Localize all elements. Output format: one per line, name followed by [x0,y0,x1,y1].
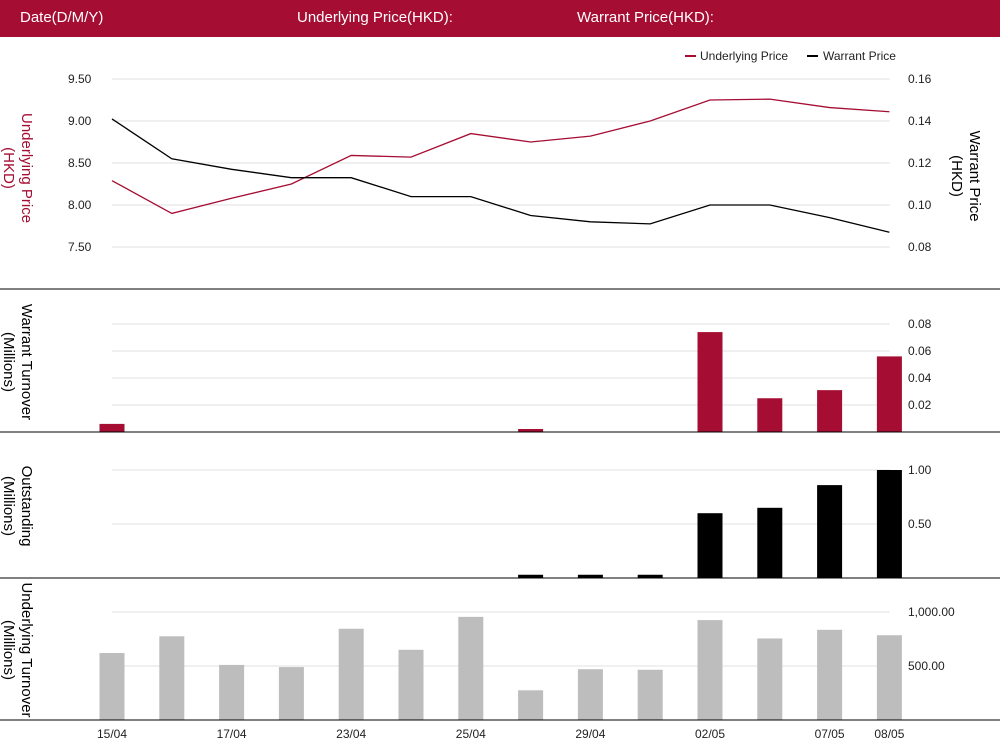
page-header: Date(D/M/Y) Underlying Price(HKD): Warra… [0,0,1000,37]
y-right-tick-label: 0.16 [908,72,932,86]
bar [518,690,544,720]
bar [219,664,245,720]
bar [817,485,843,578]
warrant-chart: 7.50 8.00 8.50 9.00 9.50 0.08 0.10 0.12 0.14 0.16… [0,49,1000,741]
bar [817,629,843,720]
legend-label-warrant: Warrant Price [823,49,896,63]
y-tick-label: 8.00 [68,198,92,212]
underlying-turnover-panel: 500.00 1,000.00 Underlying Turnover(Millio… [0,582,1000,741]
bar [876,356,902,432]
bar [757,507,783,578]
y-axis-title: Warrant Turnover(Millions) [0,304,35,420]
y-right-tick-label: 0.10 [908,198,932,212]
y-tick-label: 0.02 [908,398,932,412]
warrant-price-line [111,118,890,233]
bar [876,470,902,578]
y-axis-title: Outstanding(Millions) [0,466,35,547]
y-tick-label: 0.50 [908,517,932,531]
x-tick-label: 07/05 [815,727,845,741]
y-right-tick-label: 0.14 [908,114,932,128]
bar [518,574,544,578]
bar [697,513,723,578]
x-tick-label: 29/04 [575,727,605,741]
bar [99,423,125,432]
underlying-price-line [111,98,890,215]
underlying-price-label: Underlying Price(HKD): [297,9,453,26]
legend-label-underlying: Underlying Price [700,49,788,63]
bar [278,667,304,720]
y-tick-label: 9.50 [68,72,92,86]
bar [518,429,544,432]
bar [99,653,125,720]
bar [577,669,603,720]
x-tick-label: 02/05 [695,727,725,741]
y-right-tick-label: 0.12 [908,156,932,170]
warrant-price-label: Warrant Price(HKD): [577,9,714,26]
bar [876,635,902,720]
price-panel: 7.50 8.00 8.50 9.00 9.50 0.08 0.10 0.12 0.14 0.16… [0,49,1000,290]
y-right-tick-label: 0.08 [908,240,932,254]
bar [697,332,723,432]
y-axis-title-left: Underlying Price(HKD) [0,113,35,223]
x-tick-label: 17/04 [217,727,247,741]
bar [697,620,723,720]
x-tick-label: 25/04 [456,727,486,741]
bar [817,390,843,432]
bar [338,628,364,720]
bar [458,616,484,720]
y-tick-label: 8.50 [68,156,92,170]
x-tick-label: 08/05 [874,727,904,741]
x-tick-label: 15/04 [97,727,127,741]
y-tick-label: 7.50 [68,240,92,254]
bar [398,649,424,720]
bar [757,398,783,432]
bar [159,636,185,720]
y-tick-label: 1,000.00 [908,605,955,619]
x-tick-label: 23/04 [336,727,366,741]
date-label: Date(D/M/Y) [20,9,104,26]
y-tick-label: 500.00 [908,659,945,673]
y-tick-label: 0.04 [908,371,932,385]
bar [637,574,663,578]
bar [637,669,663,720]
y-tick-label: 0.06 [908,344,932,358]
outstanding-panel: 0.50 1.00 Outstanding(Millions) [0,463,1000,579]
warrant-turnover-panel: 0.02 0.04 0.06 0.08 Warrant Turnover(Million… [0,304,1000,433]
bar [577,574,603,578]
y-axis-title: Underlying Turnover(Millions) [0,582,35,717]
bar [757,638,783,720]
y-tick-label: 9.00 [68,114,92,128]
y-tick-label: 1.00 [908,463,932,477]
y-tick-label: 0.08 [908,317,932,331]
y-axis-title-right: Warrant Price(HKD) [948,130,983,221]
